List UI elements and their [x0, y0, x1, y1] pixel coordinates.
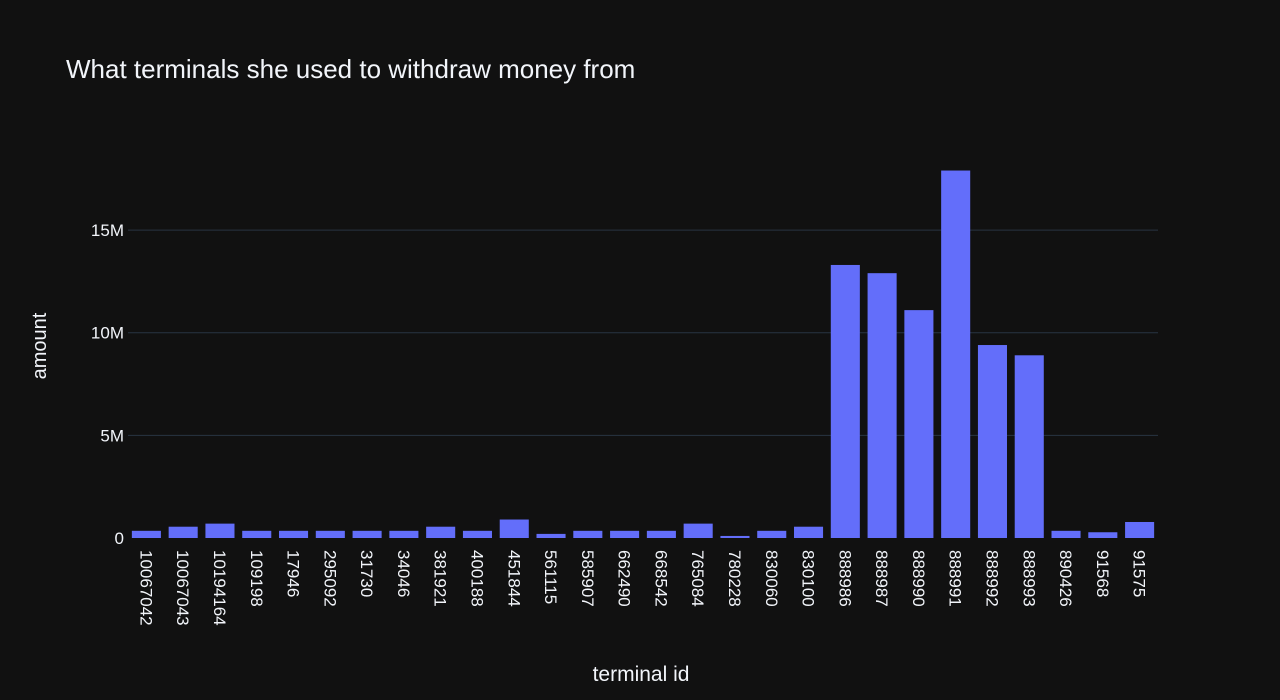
bar	[315, 530, 345, 538]
bar	[1014, 355, 1044, 538]
x-tick-label: 830060	[762, 550, 781, 607]
x-tick-label: 888986	[835, 550, 854, 607]
x-tick-label: 830100	[799, 550, 818, 607]
x-tick-label: 451844	[504, 550, 523, 607]
x-tick-label: 17946	[284, 550, 303, 597]
x-tick-labels: 10067042 10067043 10194164 109198 17946 29509…	[136, 550, 1148, 626]
x-tick-label: 91568	[1093, 550, 1112, 597]
x-tick-label: 888992	[982, 550, 1001, 607]
x-tick-label: 888987	[872, 550, 891, 607]
x-tick-label: 400188	[467, 550, 486, 607]
y-tick-label: 5M	[100, 426, 124, 445]
bar	[573, 530, 603, 538]
bar	[941, 170, 971, 538]
y-tick-label: 15M	[91, 221, 124, 240]
bar	[904, 310, 934, 538]
bar	[389, 530, 419, 538]
bar	[683, 523, 713, 538]
x-axis-title: terminal id	[593, 663, 690, 686]
bar	[1088, 532, 1118, 538]
bar	[1125, 521, 1155, 538]
bar	[131, 530, 161, 538]
bar	[168, 526, 198, 538]
y-axis-title: amount	[29, 312, 51, 379]
x-tick-label: 890426	[1056, 550, 1075, 607]
bar	[757, 530, 787, 538]
x-tick-label: 585907	[578, 550, 597, 607]
bar	[499, 519, 529, 538]
x-tick-label: 31730	[357, 550, 376, 597]
bar	[830, 264, 860, 538]
bar	[242, 530, 272, 538]
x-tick-label: 668542	[651, 550, 670, 607]
x-tick-label: 888993	[1019, 550, 1038, 607]
y-tick-label: 0	[115, 529, 124, 548]
x-tick-label: 381921	[431, 550, 450, 607]
bar	[794, 526, 824, 538]
x-tick-label: 109198	[247, 550, 266, 607]
x-tick-label: 10194164	[210, 550, 229, 626]
x-tick-label: 561115	[541, 550, 560, 604]
bar	[352, 530, 382, 538]
x-tick-label: 765084	[688, 550, 707, 607]
bar	[867, 273, 897, 538]
bar	[536, 533, 566, 538]
x-tick-label: 888991	[946, 550, 965, 607]
y-tick-label: 10M	[91, 324, 124, 343]
bar	[279, 530, 309, 538]
bar	[646, 530, 676, 538]
x-tick-label: 34046	[394, 550, 413, 597]
x-tick-label: 662490	[615, 550, 634, 607]
bar	[205, 523, 235, 538]
bar	[462, 530, 492, 538]
x-tick-label: 780228	[725, 550, 744, 607]
x-tick-label: 91575	[1130, 550, 1149, 597]
x-tick-label: 10067043	[173, 550, 192, 626]
bars	[131, 170, 1155, 538]
x-tick-label: 888990	[909, 550, 928, 607]
bar	[610, 530, 640, 538]
bar	[720, 535, 750, 538]
chart-title: What terminals she used to withdraw mone…	[66, 54, 635, 84]
bar	[977, 345, 1007, 538]
y-tick-labels: 0 5M 10M 15M	[91, 221, 124, 548]
bar	[426, 526, 456, 538]
x-tick-label: 10067042	[136, 550, 155, 626]
x-tick-label: 295092	[320, 550, 339, 607]
bar	[1051, 530, 1081, 538]
